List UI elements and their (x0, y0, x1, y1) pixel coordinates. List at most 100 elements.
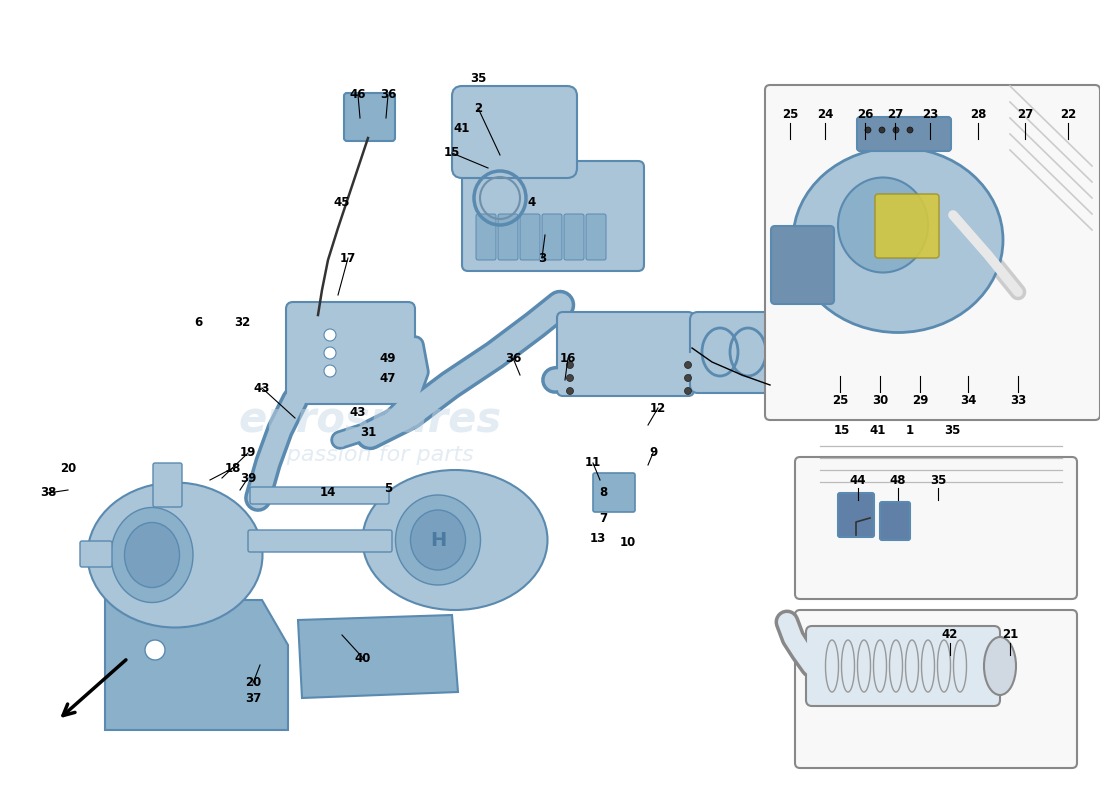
Text: 17: 17 (340, 251, 356, 265)
Text: 20: 20 (59, 462, 76, 474)
Text: 25: 25 (782, 109, 799, 122)
Text: 19: 19 (240, 446, 256, 459)
Circle shape (908, 127, 913, 133)
FancyBboxPatch shape (795, 457, 1077, 599)
Text: 34: 34 (960, 394, 976, 406)
Text: 40: 40 (355, 651, 371, 665)
Text: 5: 5 (384, 482, 392, 494)
Ellipse shape (793, 147, 1003, 333)
Circle shape (865, 127, 871, 133)
FancyBboxPatch shape (452, 86, 578, 178)
Text: 35: 35 (944, 423, 960, 437)
Text: 21: 21 (1002, 629, 1019, 642)
Circle shape (684, 374, 692, 382)
Circle shape (879, 127, 886, 133)
Circle shape (684, 387, 692, 394)
FancyBboxPatch shape (153, 463, 182, 507)
FancyBboxPatch shape (498, 214, 518, 260)
Ellipse shape (124, 522, 179, 587)
Text: 15: 15 (443, 146, 460, 159)
Text: 11: 11 (585, 457, 601, 470)
FancyBboxPatch shape (80, 541, 112, 567)
Circle shape (324, 329, 336, 341)
FancyBboxPatch shape (690, 312, 784, 393)
Text: 7: 7 (598, 511, 607, 525)
Text: 38: 38 (40, 486, 56, 499)
FancyBboxPatch shape (880, 502, 910, 540)
Circle shape (566, 387, 573, 394)
Text: 22: 22 (1060, 109, 1076, 122)
Text: 23: 23 (922, 109, 938, 122)
Text: 47: 47 (379, 371, 396, 385)
FancyBboxPatch shape (542, 214, 562, 260)
Text: H: H (430, 530, 447, 550)
Text: 41: 41 (454, 122, 470, 134)
FancyBboxPatch shape (593, 473, 635, 512)
Text: 1: 1 (906, 423, 914, 437)
FancyBboxPatch shape (476, 214, 496, 260)
Text: 36: 36 (379, 89, 396, 102)
FancyBboxPatch shape (857, 117, 952, 151)
Text: 27: 27 (1016, 109, 1033, 122)
Ellipse shape (984, 637, 1016, 695)
FancyBboxPatch shape (795, 610, 1077, 768)
Text: 15: 15 (834, 423, 850, 437)
Text: 44: 44 (849, 474, 867, 486)
FancyBboxPatch shape (248, 530, 392, 552)
FancyBboxPatch shape (586, 214, 606, 260)
Text: 13: 13 (590, 531, 606, 545)
Polygon shape (298, 615, 458, 698)
Text: 25: 25 (832, 394, 848, 406)
Text: 36: 36 (505, 351, 521, 365)
Text: 30: 30 (872, 394, 888, 406)
Text: 27: 27 (887, 109, 903, 122)
Text: 6: 6 (194, 317, 202, 330)
Text: 9: 9 (649, 446, 657, 459)
FancyBboxPatch shape (557, 312, 694, 396)
Text: 10: 10 (620, 537, 636, 550)
Text: 18: 18 (224, 462, 241, 474)
Text: 33: 33 (1010, 394, 1026, 406)
Text: 14: 14 (320, 486, 337, 499)
Text: 48: 48 (890, 474, 906, 486)
Text: 46: 46 (350, 89, 366, 102)
Text: 4: 4 (528, 197, 536, 210)
Text: 20: 20 (245, 677, 261, 690)
Circle shape (566, 374, 573, 382)
Text: 39: 39 (240, 471, 256, 485)
Text: 43: 43 (350, 406, 366, 419)
Text: 26: 26 (857, 109, 873, 122)
FancyBboxPatch shape (806, 626, 1000, 706)
Text: 42: 42 (942, 629, 958, 642)
Ellipse shape (363, 470, 548, 610)
Text: 29: 29 (912, 394, 928, 406)
Ellipse shape (396, 495, 481, 585)
Text: 37: 37 (245, 691, 261, 705)
Text: 35: 35 (470, 71, 486, 85)
FancyBboxPatch shape (874, 194, 939, 258)
FancyBboxPatch shape (764, 85, 1100, 420)
Text: 12: 12 (650, 402, 667, 414)
Text: a passion for parts: a passion for parts (266, 445, 474, 465)
FancyBboxPatch shape (564, 214, 584, 260)
FancyBboxPatch shape (838, 493, 875, 537)
Text: 8: 8 (598, 486, 607, 499)
Text: 28: 28 (970, 109, 987, 122)
FancyBboxPatch shape (771, 226, 834, 304)
Ellipse shape (410, 510, 465, 570)
Text: 32: 32 (234, 317, 250, 330)
Ellipse shape (88, 482, 263, 627)
Ellipse shape (111, 507, 192, 602)
Circle shape (324, 365, 336, 377)
Circle shape (324, 347, 336, 359)
Text: 31: 31 (360, 426, 376, 439)
Ellipse shape (838, 178, 928, 273)
Text: 45: 45 (333, 197, 350, 210)
Polygon shape (104, 600, 288, 730)
Text: 2: 2 (474, 102, 482, 114)
FancyBboxPatch shape (462, 161, 644, 271)
FancyBboxPatch shape (344, 93, 395, 141)
Text: 43: 43 (254, 382, 271, 394)
Text: 41: 41 (870, 423, 887, 437)
Circle shape (684, 362, 692, 369)
